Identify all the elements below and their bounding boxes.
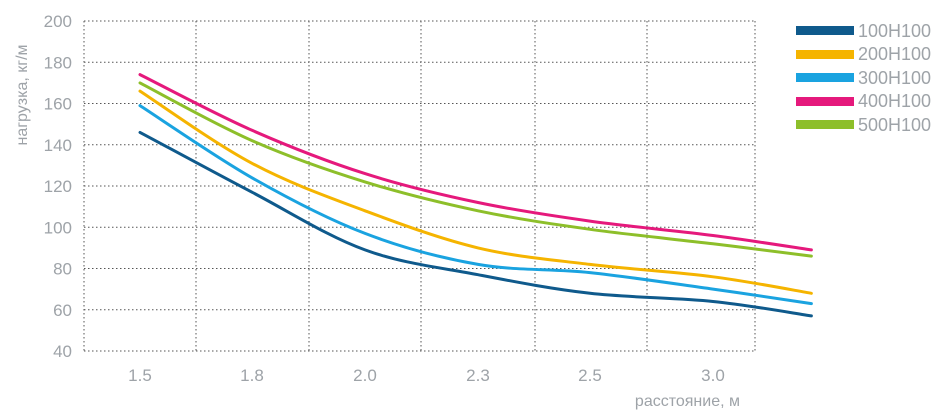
legend-label: 100Н100 <box>858 20 932 41</box>
x-tick-label: 2.0 <box>353 366 377 385</box>
y-tick-label: 60 <box>53 301 72 320</box>
y-tick-label: 160 <box>44 95 72 114</box>
legend-item: 200Н100 <box>796 43 931 67</box>
y-tick-label: 200 <box>44 12 72 31</box>
x-tick-label: 2.3 <box>466 366 490 385</box>
chart-grid <box>83 20 756 352</box>
legend-label: 500Н100 <box>858 114 932 135</box>
series-line-400Н100 <box>138 73 813 252</box>
y-axis-ticks: 40 60 80 100 120 140 160 180 200 <box>44 12 72 361</box>
legend-label: 400Н100 <box>858 91 932 112</box>
series-line-300Н100 <box>138 104 813 306</box>
series-line-100Н100 <box>138 130 813 318</box>
chart-legend: 100Н100 200Н100 300Н100 400Н100 500Н100 <box>796 19 931 137</box>
y-tick-label: 120 <box>44 177 72 196</box>
legend-item: 500Н100 <box>796 113 931 137</box>
y-tick-label: 100 <box>44 218 72 237</box>
x-tick-label: 1.8 <box>240 366 264 385</box>
legend-swatch <box>796 49 854 59</box>
legend-swatch <box>796 26 854 36</box>
legend-label: 200Н100 <box>858 44 932 65</box>
y-tick-label: 180 <box>44 53 72 72</box>
y-tick-label: 80 <box>53 260 72 279</box>
legend-item: 300Н100 <box>796 66 931 90</box>
x-tick-label: 1.5 <box>128 366 152 385</box>
x-tick-label: 2.5 <box>578 366 602 385</box>
series-line-500Н100 <box>138 81 813 258</box>
legend-item: 100Н100 <box>796 19 931 43</box>
y-tick-label: 40 <box>53 342 72 361</box>
legend-item: 400Н100 <box>796 90 931 114</box>
legend-swatch <box>796 120 854 130</box>
legend-swatch <box>796 96 854 106</box>
x-axis-label: расстояние, м <box>635 393 740 410</box>
legend-swatch <box>796 73 854 83</box>
y-axis-label: нагрузка, кг/м <box>14 44 31 145</box>
y-tick-label: 140 <box>44 136 72 155</box>
x-axis-ticks: 1.5 1.8 2.0 2.3 2.5 3.0 <box>128 366 725 385</box>
chart-series <box>138 73 813 318</box>
legend-label: 300Н100 <box>858 67 932 88</box>
x-tick-label: 3.0 <box>701 366 725 385</box>
series-line-200Н100 <box>138 89 813 295</box>
